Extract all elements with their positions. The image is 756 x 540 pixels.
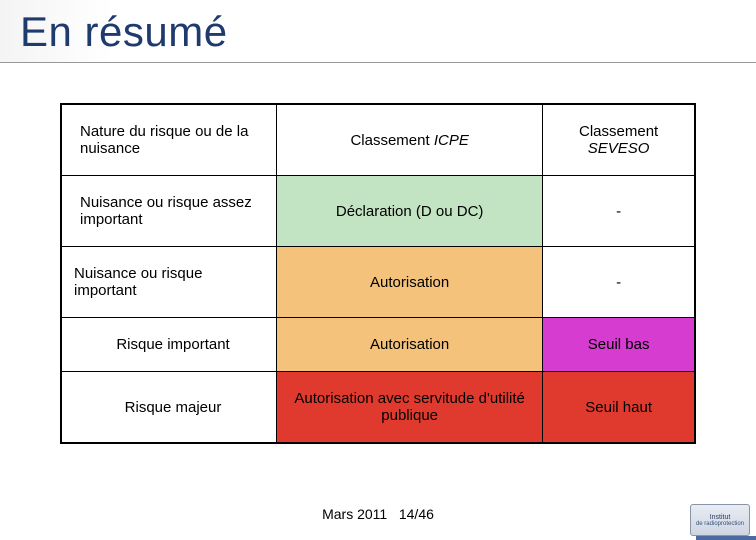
footer: Mars 2011 14/46	[0, 506, 756, 522]
cell-icpe: Déclaration (D ou DC)	[277, 176, 543, 247]
header-icpe-em: ICPE	[434, 132, 469, 149]
summary-table: Nature du risque ou de la nuisance Class…	[60, 103, 696, 444]
logo-line2: de radioprotection	[696, 521, 744, 527]
slide: En résumé Nature du risque ou de la nuis…	[0, 0, 756, 540]
footer-page: 14/46	[399, 506, 434, 522]
table-row: Risque majeur Autorisation avec servitud…	[61, 372, 695, 444]
summary-table-container: Nature du risque ou de la nuisance Class…	[0, 63, 756, 444]
cell-seveso: Seuil haut	[543, 372, 695, 444]
cell-seveso: Seuil bas	[543, 318, 695, 372]
header-seveso-prefix: Classement	[579, 123, 658, 140]
header-icpe-prefix: Classement	[350, 132, 433, 149]
title-bar: En résumé	[0, 0, 756, 63]
header-nature: Nature du risque ou de la nuisance	[61, 104, 277, 176]
cell-nature: Nuisance ou risque assez important	[61, 176, 277, 247]
corner-stripe	[696, 536, 756, 540]
slide-title: En résumé	[20, 8, 736, 56]
cell-nature: Risque important	[61, 318, 277, 372]
cell-icpe: Autorisation avec servitude d'utilité pu…	[277, 372, 543, 444]
table-row: Nuisance ou risque assez important Décla…	[61, 176, 695, 247]
header-icpe: Classement ICPE	[277, 104, 543, 176]
cell-icpe: Autorisation	[277, 318, 543, 372]
institute-logo: Institut de radioprotection	[690, 504, 750, 536]
header-seveso-em: SEVESO	[588, 140, 650, 157]
cell-seveso: -	[543, 247, 695, 318]
header-seveso: Classement SEVESO	[543, 104, 695, 176]
table-row: Nuisance ou risque important Autorisatio…	[61, 247, 695, 318]
footer-date: Mars 2011	[322, 506, 387, 522]
logo-line1: Institut	[710, 514, 731, 521]
cell-icpe: Autorisation	[277, 247, 543, 318]
cell-nature: Nuisance ou risque important	[61, 247, 277, 318]
table-row: Risque important Autorisation Seuil bas	[61, 318, 695, 372]
cell-seveso: -	[543, 176, 695, 247]
table-header-row: Nature du risque ou de la nuisance Class…	[61, 104, 695, 176]
cell-nature: Risque majeur	[61, 372, 277, 444]
